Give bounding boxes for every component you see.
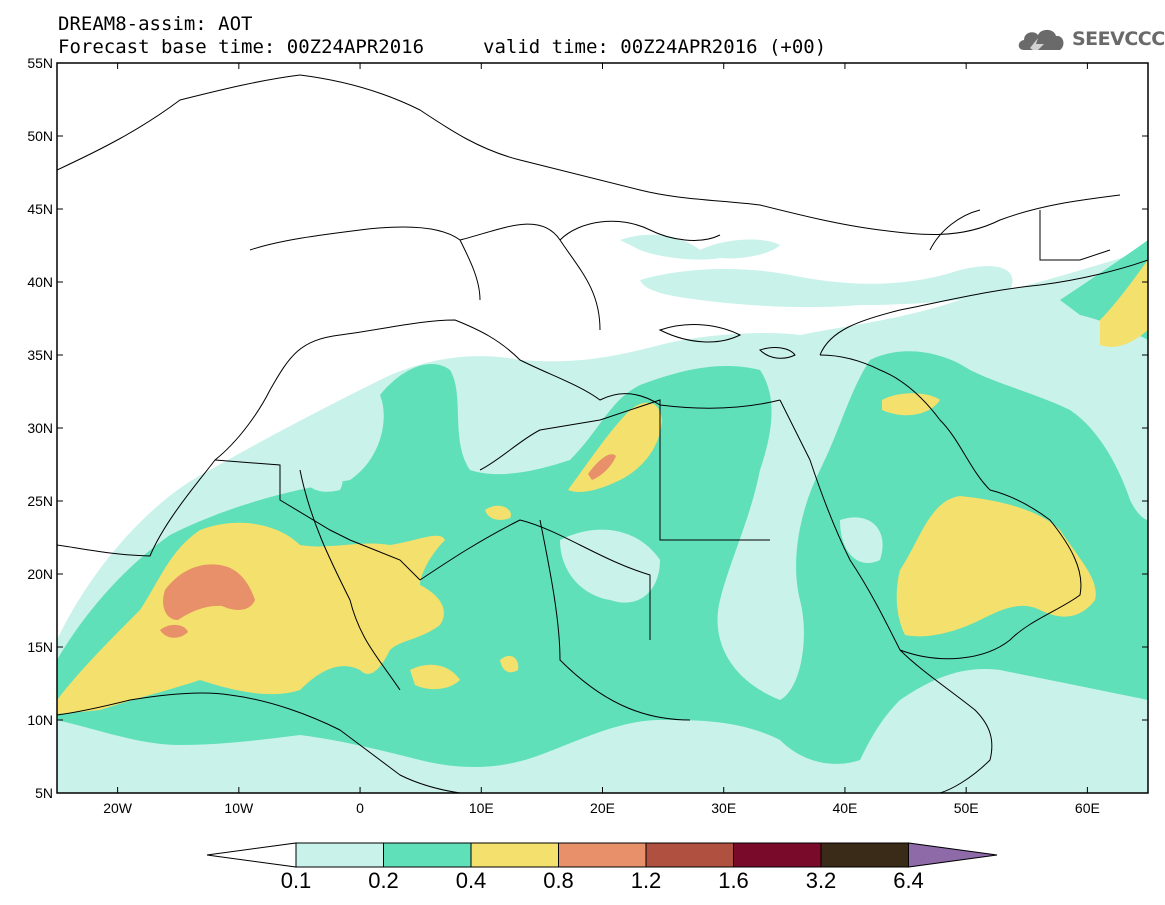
lat-tick-label: 10N: [27, 712, 53, 728]
lon-tick-label: 0: [356, 800, 364, 816]
lat-tick-label: 40N: [27, 274, 53, 290]
seevccc-logo: SEEVCCC: [1016, 24, 1165, 54]
lat-tick-label: 5N: [35, 785, 53, 801]
lat-tick-label: 30N: [27, 420, 53, 436]
colorbar: [206, 842, 998, 868]
lon-tick-label: 30E: [711, 800, 736, 816]
lon-tick-label: 10W: [224, 800, 254, 816]
colorbar-swatch: [295, 842, 384, 868]
colorbar-label: 0.8: [543, 868, 574, 893]
lon-tick-label: 20W: [103, 800, 133, 816]
colorbar-label: 0.4: [455, 868, 487, 893]
aot-level-0.8: [160, 454, 616, 638]
colorbar-label: 6.4: [893, 868, 924, 893]
colorbar-low-extend: [206, 842, 297, 868]
cloud-icon: [1018, 29, 1064, 52]
lat-tick-label: 15N: [27, 639, 53, 655]
colorbar-swatch: [645, 842, 734, 868]
colorbar-swatch: [820, 842, 909, 868]
colorbar-label: 0.2: [368, 868, 399, 893]
coastlines: [57, 74, 1148, 793]
lat-tick-label: 50N: [27, 128, 53, 144]
lon-tick-label: 20E: [590, 800, 615, 816]
colorbar-swatch: [383, 842, 472, 868]
lat-tick-label: 35N: [27, 347, 53, 363]
lat-tick-label: 45N: [27, 201, 53, 217]
lon-tick-label: 40E: [832, 800, 857, 816]
map-title: DREAM8-assim: AOT: [58, 13, 253, 35]
colorbar-label: 3.2: [805, 868, 837, 893]
lon-tick-label: 50E: [954, 800, 979, 816]
valid-time: valid time: 00Z24APR2016 (+00): [483, 36, 827, 58]
lat-tick-label: 25N: [27, 493, 53, 509]
axis-ticks: 20W 10W 0 10E 20E 30E 40E 50E 60E 5N 10N 15N 20N 25N 3…: [27, 55, 1148, 816]
forecast-base-time: Forecast base time: 00Z24APR2016: [58, 36, 425, 58]
colorbar-label: 0.1: [280, 868, 312, 893]
colorbar-high-extend: [908, 842, 998, 868]
lat-tick-label: 20N: [27, 566, 53, 582]
colorbar-swatch: [733, 842, 822, 868]
colorbar-swatch: [470, 842, 559, 868]
colorbar-label: 1.6: [718, 868, 749, 893]
colorbar-label: 1.2: [630, 868, 662, 893]
lon-tick-label: 60E: [1075, 800, 1100, 816]
lon-tick-label: 10E: [469, 800, 494, 816]
aot-contours: [57, 234, 1148, 793]
colorbar-swatch: [558, 842, 647, 868]
logo-text: SEEVCCC: [1072, 28, 1165, 50]
lat-tick-label: 55N: [27, 55, 53, 71]
